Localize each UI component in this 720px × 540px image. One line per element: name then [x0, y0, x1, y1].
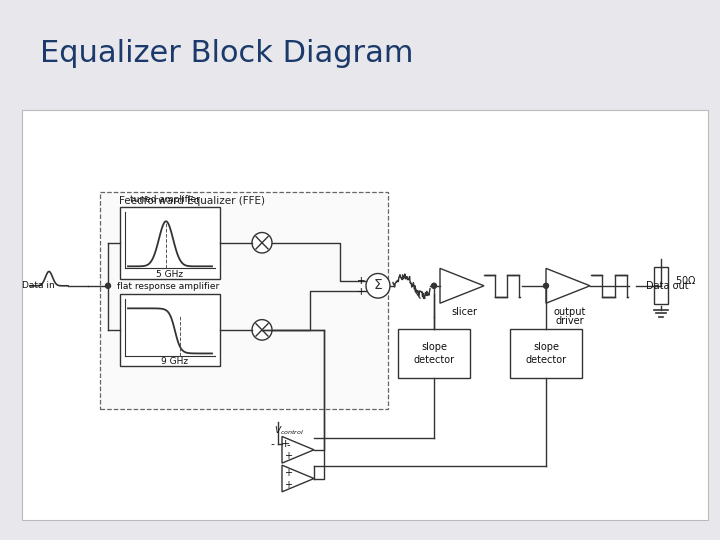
Text: +: + — [284, 451, 292, 461]
Text: Equalizer Block Diagram: Equalizer Block Diagram — [40, 39, 413, 68]
Circle shape — [252, 320, 272, 340]
Polygon shape — [546, 268, 590, 303]
Text: Data in: Data in — [22, 281, 55, 291]
Circle shape — [366, 273, 390, 298]
Text: Data out: Data out — [646, 281, 688, 291]
Text: driver: driver — [556, 316, 585, 326]
Text: 9 GHz: 9 GHz — [161, 357, 189, 366]
Bar — [510, 329, 582, 378]
Bar — [654, 267, 668, 304]
Circle shape — [252, 233, 272, 253]
Text: +: + — [356, 287, 365, 297]
Text: +: + — [280, 438, 289, 449]
Circle shape — [431, 284, 436, 288]
Text: -: - — [270, 438, 274, 449]
Text: 5 GHz: 5 GHz — [156, 270, 184, 279]
Bar — [398, 329, 470, 378]
Text: detector: detector — [526, 355, 567, 365]
Text: $\Sigma$: $\Sigma$ — [373, 278, 383, 292]
Text: +: + — [284, 468, 292, 478]
Polygon shape — [440, 268, 484, 303]
Text: slicer: slicer — [451, 307, 477, 318]
Text: $V_{control}$: $V_{control}$ — [274, 424, 304, 436]
Text: -: - — [287, 440, 289, 450]
Text: slope: slope — [421, 342, 447, 352]
Circle shape — [106, 284, 110, 288]
Text: +: + — [284, 480, 292, 490]
Text: $50\Omega$: $50\Omega$ — [675, 274, 696, 286]
Text: output: output — [554, 307, 586, 318]
Polygon shape — [282, 465, 314, 492]
Text: Feedforward Equalizer (FFE): Feedforward Equalizer (FFE) — [119, 195, 265, 206]
Circle shape — [544, 284, 549, 288]
Text: tuned amplifier: tuned amplifier — [130, 195, 200, 204]
Text: detector: detector — [413, 355, 454, 365]
Text: +: + — [356, 276, 365, 286]
Bar — [100, 192, 388, 409]
Bar — [120, 294, 220, 366]
Bar — [120, 207, 220, 279]
Polygon shape — [282, 436, 314, 463]
Text: flat response amplifier: flat response amplifier — [117, 282, 219, 291]
Text: slope: slope — [533, 342, 559, 352]
